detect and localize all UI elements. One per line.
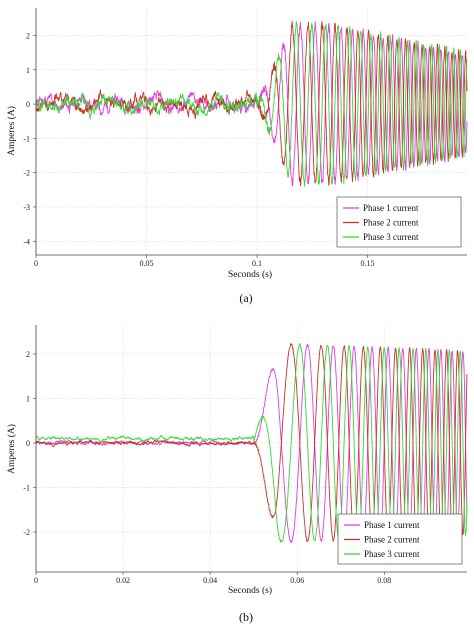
legend-label-phase-1: Phase 1 current: [364, 520, 420, 530]
y-tick-label: 2: [26, 350, 30, 359]
legend-label-phase-1: Phase 1 current: [363, 203, 419, 213]
x-tick-label: 0.1: [252, 259, 262, 268]
y-tick-label: 2: [26, 31, 30, 40]
x-axis-label: Seconds (s): [228, 269, 272, 280]
x-tick-label: 0.15: [361, 259, 375, 268]
x-tick-label: 0: [34, 259, 38, 268]
y-tick-label: 0: [26, 100, 30, 109]
x-tick-label: 0.08: [377, 576, 391, 585]
tick-labels: 0 0.02 0.04 0.06 0.08 -2 -1 0 1 2: [23, 350, 391, 585]
y-tick-label: 1: [26, 394, 30, 403]
x-tick-label: 0.02: [116, 576, 130, 585]
legend: Phase 1 current Phase 2 current Phase 3 cu…: [336, 196, 462, 248]
y-tick-label: -2: [23, 169, 30, 178]
panel-b: 0 0.02 0.04 0.06 0.08 -2 -1 0 1 2 Seconds (s) Amp…: [6, 325, 468, 624]
series-line-phase-3: [35, 21, 468, 187]
y-tick-label: -2: [23, 528, 30, 537]
axes: [33, 8, 467, 258]
y-tick-label: -1: [23, 134, 30, 143]
x-tick-label: 0.04: [203, 576, 217, 585]
series-lines: [35, 20, 468, 187]
caption-b: (b): [239, 610, 253, 624]
x-axis-label: Seconds (s): [228, 585, 272, 596]
tick-labels: 0 0.05 0.1 0.15 -4 -3 -2 -1 0 1 2: [23, 31, 374, 268]
legend-label-phase-2: Phase 2 current: [363, 218, 419, 228]
y-tick-label: 0: [26, 439, 30, 448]
legend-label-phase-3: Phase 3 current: [364, 549, 420, 559]
x-tick-label: 0: [34, 576, 38, 585]
y-tick-label: -4: [23, 237, 30, 246]
series-line-phase-3: [35, 343, 468, 543]
y-tick-label: 1: [26, 66, 30, 75]
axes: [33, 325, 467, 575]
x-tick-label: 0.05: [140, 259, 154, 268]
legend-label-phase-2: Phase 2 current: [364, 535, 420, 545]
y-tick-label: -3: [23, 203, 30, 212]
legend: Phase 1 current Phase 2 current Phase 3 cu…: [337, 513, 463, 565]
caption-a: (a): [239, 291, 252, 305]
y-tick-label: -1: [23, 483, 30, 492]
series-line-phase-2: [35, 343, 468, 542]
panel-a: 0 0.05 0.1 0.15 -4 -3 -2 -1 0 1 2 Seconds (s) Ampe…: [6, 8, 468, 305]
y-axis-label: Amperes (A): [6, 106, 17, 156]
x-tick-label: 0.06: [290, 576, 304, 585]
legend-label-phase-3: Phase 3 current: [363, 232, 419, 242]
y-axis-label: Amperes (A): [6, 424, 17, 474]
